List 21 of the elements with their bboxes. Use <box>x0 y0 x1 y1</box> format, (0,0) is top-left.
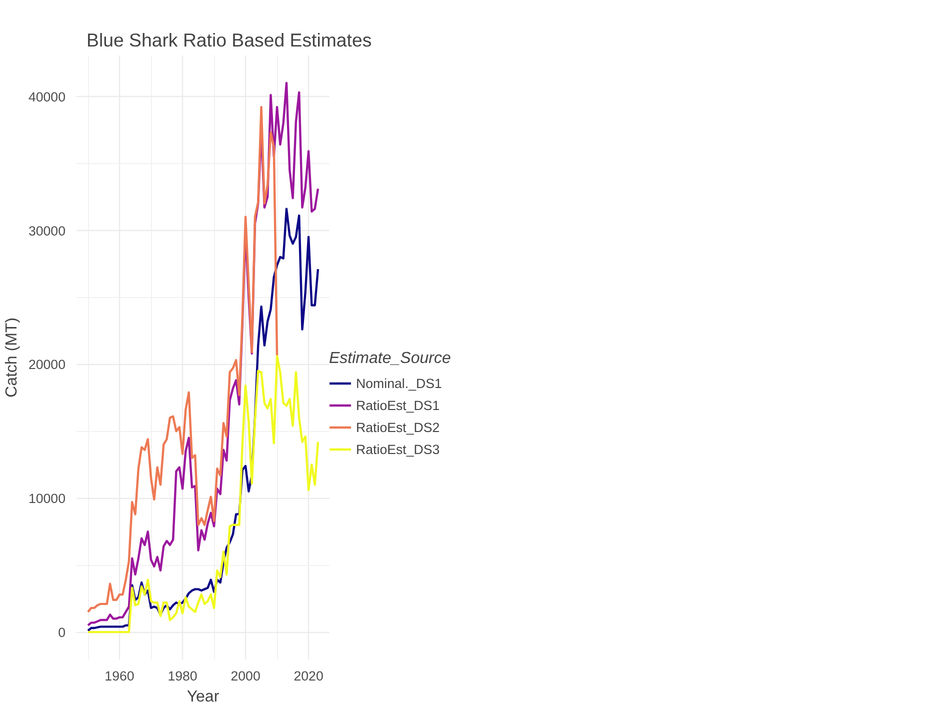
x-tick-label: 2020 <box>294 668 324 684</box>
line-series <box>86 355 320 634</box>
y-tick-label: 0 <box>58 625 66 640</box>
line-series <box>86 106 278 614</box>
x-tick-label: 1980 <box>168 668 198 684</box>
y-tick-label: 10000 <box>28 491 66 506</box>
legend-label: Nominal._DS1 <box>356 376 442 390</box>
y-tick-label: 30000 <box>28 223 66 238</box>
y-tick-label: 40000 <box>28 89 66 104</box>
chart-title: Blue Shark Ratio Based Estimates <box>86 30 372 50</box>
x-tick-label: 2000 <box>230 668 260 684</box>
y-tick-label: 20000 <box>28 357 66 372</box>
line-series <box>86 208 320 632</box>
line-series <box>86 82 320 626</box>
legend-label: RatioEst_DS2 <box>356 420 440 434</box>
x-tick-label: 1960 <box>104 668 134 684</box>
legend-title: Estimate_Source <box>329 350 451 368</box>
x-axis-title: Year <box>186 688 220 706</box>
legend-label: RatioEst_DS3 <box>356 442 440 456</box>
y-axis-title: Catch (MT) <box>3 318 20 398</box>
legend-label: RatioEst_DS1 <box>356 398 440 412</box>
